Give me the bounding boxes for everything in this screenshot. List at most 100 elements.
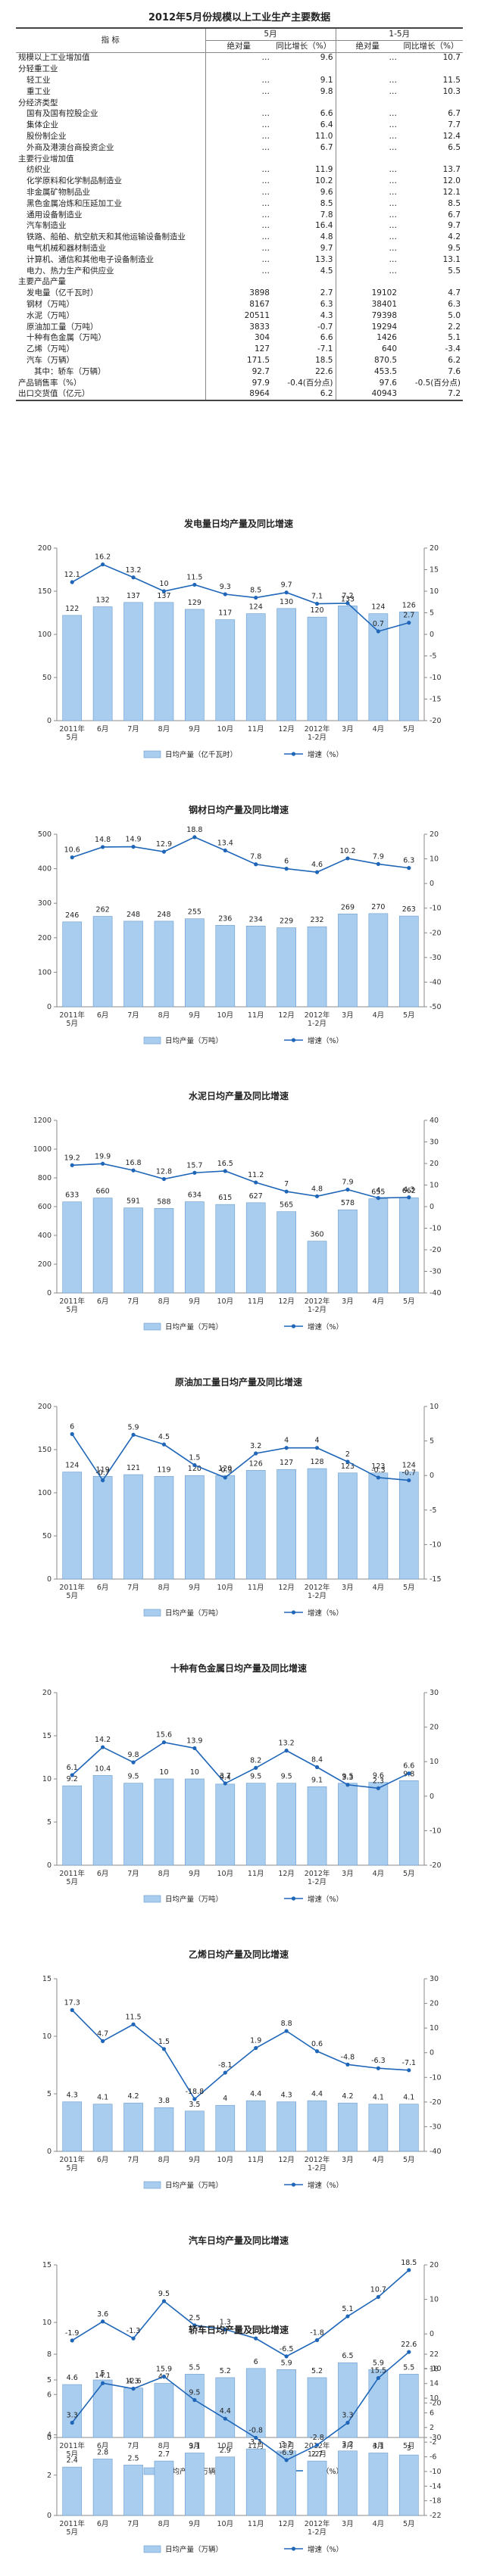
growth-value-label: 13.2 (279, 1740, 295, 1748)
growth-point (284, 2029, 289, 2033)
x-tick-label: 2012年 (305, 724, 330, 734)
may-absolute (205, 97, 272, 109)
may-growth (272, 98, 336, 109)
growth-value-label: -8.1 (218, 2061, 233, 2070)
bar (398, 1197, 419, 1294)
legend-line-label: 增速（%） (308, 1036, 343, 1045)
bar-value-label: 2.5 (127, 2454, 139, 2462)
may-growth: 18.5 (315, 356, 333, 365)
growth-value-label: 7.8 (250, 853, 261, 861)
growth-value-label: -0.3 (218, 1466, 233, 1475)
table-row: 产品销售率（%） 97.9 -0.4(百分点) 97.6 -0.5(百分点) (16, 377, 463, 389)
y-tick-label-right: -10 (430, 2468, 442, 2476)
y-tick-label-right: -30 (430, 2123, 442, 2131)
bar (92, 2379, 113, 2438)
y-tick-label-right: -10 (430, 1827, 442, 1835)
bar-value-label: 137 (127, 592, 140, 600)
bar-value-label: 129 (188, 599, 202, 607)
bar-value-label: 269 (341, 903, 355, 911)
table-row: 股份制企业… 11.0… 12.4 (16, 131, 463, 142)
growth-value-label: 9.7 (281, 581, 292, 590)
bar (245, 2368, 266, 2438)
x-tick-label: 5月 (66, 2450, 78, 2459)
growth-value-label: 5.1 (342, 2305, 353, 2313)
ytd-absolute: … (335, 131, 399, 142)
table-title: 2012年5月份规模以上工业生产主要数据 (148, 12, 331, 23)
y-tick-label-right: -2 (430, 2438, 436, 2447)
growth-point (131, 845, 136, 849)
y-tick-label-left: 5 (47, 2090, 52, 2098)
y-tick-label-right: 10 (430, 855, 439, 864)
may-growth: 9.6 (320, 53, 333, 63)
may-growth: 9.8 (320, 86, 333, 96)
x-tick-label: 6月 (97, 2520, 109, 2528)
growth-point (407, 1195, 411, 1200)
bar-value-label: 120 (310, 606, 323, 615)
growth-point (161, 2374, 167, 2379)
legend-bar-swatch (143, 1609, 161, 1617)
x-tick-label: 7月 (127, 1297, 139, 1306)
bar-value-label: 2.9 (220, 2447, 231, 2455)
y-tick-label-right: 30 (430, 1138, 439, 1147)
legend-bar-swatch (143, 2181, 161, 2189)
bar-value-label: 655 (371, 1188, 385, 1197)
x-tick-label: 6月 (97, 725, 109, 734)
growth-point (314, 1194, 320, 1198)
bar (338, 914, 358, 1008)
may-absolute: … (205, 198, 272, 210)
y-tick-label-right: 2 (430, 2424, 434, 2432)
bar-value-label: 119 (96, 1466, 110, 1474)
y-tick-label-right: 20 (430, 1724, 439, 1732)
growth-point (345, 2314, 350, 2319)
legend-bar-swatch (143, 1036, 161, 1045)
may-growth: -7.1 (317, 344, 333, 354)
ytd-growth: 10.7 (442, 53, 461, 63)
x-tick-label: 5月 (403, 2156, 415, 2164)
may-absolute: … (205, 176, 272, 188)
bar-value-label: 246 (65, 911, 79, 920)
row-label: 分轻重工业 (18, 64, 58, 74)
bar (245, 613, 266, 721)
growth-point (376, 629, 380, 634)
x-tick-label: 4月 (373, 2442, 385, 2450)
bar-value-label: 232 (310, 916, 323, 924)
growth-point (284, 867, 289, 871)
bar (307, 926, 327, 1008)
x-tick-label: 9月 (189, 2156, 201, 2164)
ytd-absolute: … (335, 220, 399, 232)
x-tick-label: 4月 (373, 1584, 385, 1592)
growth-value-label: -4.8 (341, 2053, 355, 2061)
growth-value-label: -7.1 (402, 2059, 417, 2067)
growth-value-label: 12.9 (156, 840, 172, 849)
bar-value-label: 124 (249, 603, 263, 612)
y-tick-label-right: 0 (430, 880, 434, 888)
bar (398, 2104, 419, 2152)
x-tick-label: 11月 (248, 1584, 264, 1592)
x-tick-label: 8月 (158, 1011, 170, 1020)
growth-point (314, 2049, 320, 2054)
x-tick-label: 11月 (248, 725, 264, 734)
bar (215, 2104, 236, 2152)
bar (276, 2369, 296, 2438)
growth-value-label: -1.8 (310, 2328, 324, 2337)
y-tick-label-left: 10 (42, 1775, 52, 1783)
ytd-growth (399, 98, 463, 109)
bar (92, 2459, 113, 2516)
y-tick-label-right: -5 (430, 653, 436, 661)
may-absolute (205, 276, 272, 288)
growth-point (131, 2386, 136, 2391)
bar-value-label: 255 (188, 908, 202, 917)
growth-point (314, 601, 320, 606)
growth-point (376, 1196, 380, 1201)
bar-value-label: 360 (310, 1231, 323, 1239)
growth-value-label: -6.3 (371, 2057, 386, 2065)
may-growth: -0.7 (317, 322, 333, 332)
y-tick-label-left: 5 (47, 1818, 52, 1827)
chart-svg: 原油加工量日均产量及同比增速 0 50 100 150 200 -15 -10 -5 0 5 10 12… (38, 1376, 442, 1618)
ytd-growth: 9.5 (448, 244, 461, 254)
legend-bar-label: 日均产量（万辆） (165, 2545, 223, 2554)
growth-value-label: 7 (284, 1180, 289, 1188)
growth-point (254, 862, 258, 867)
may-absolute: 171.5 (205, 355, 272, 366)
bar (368, 2453, 389, 2516)
